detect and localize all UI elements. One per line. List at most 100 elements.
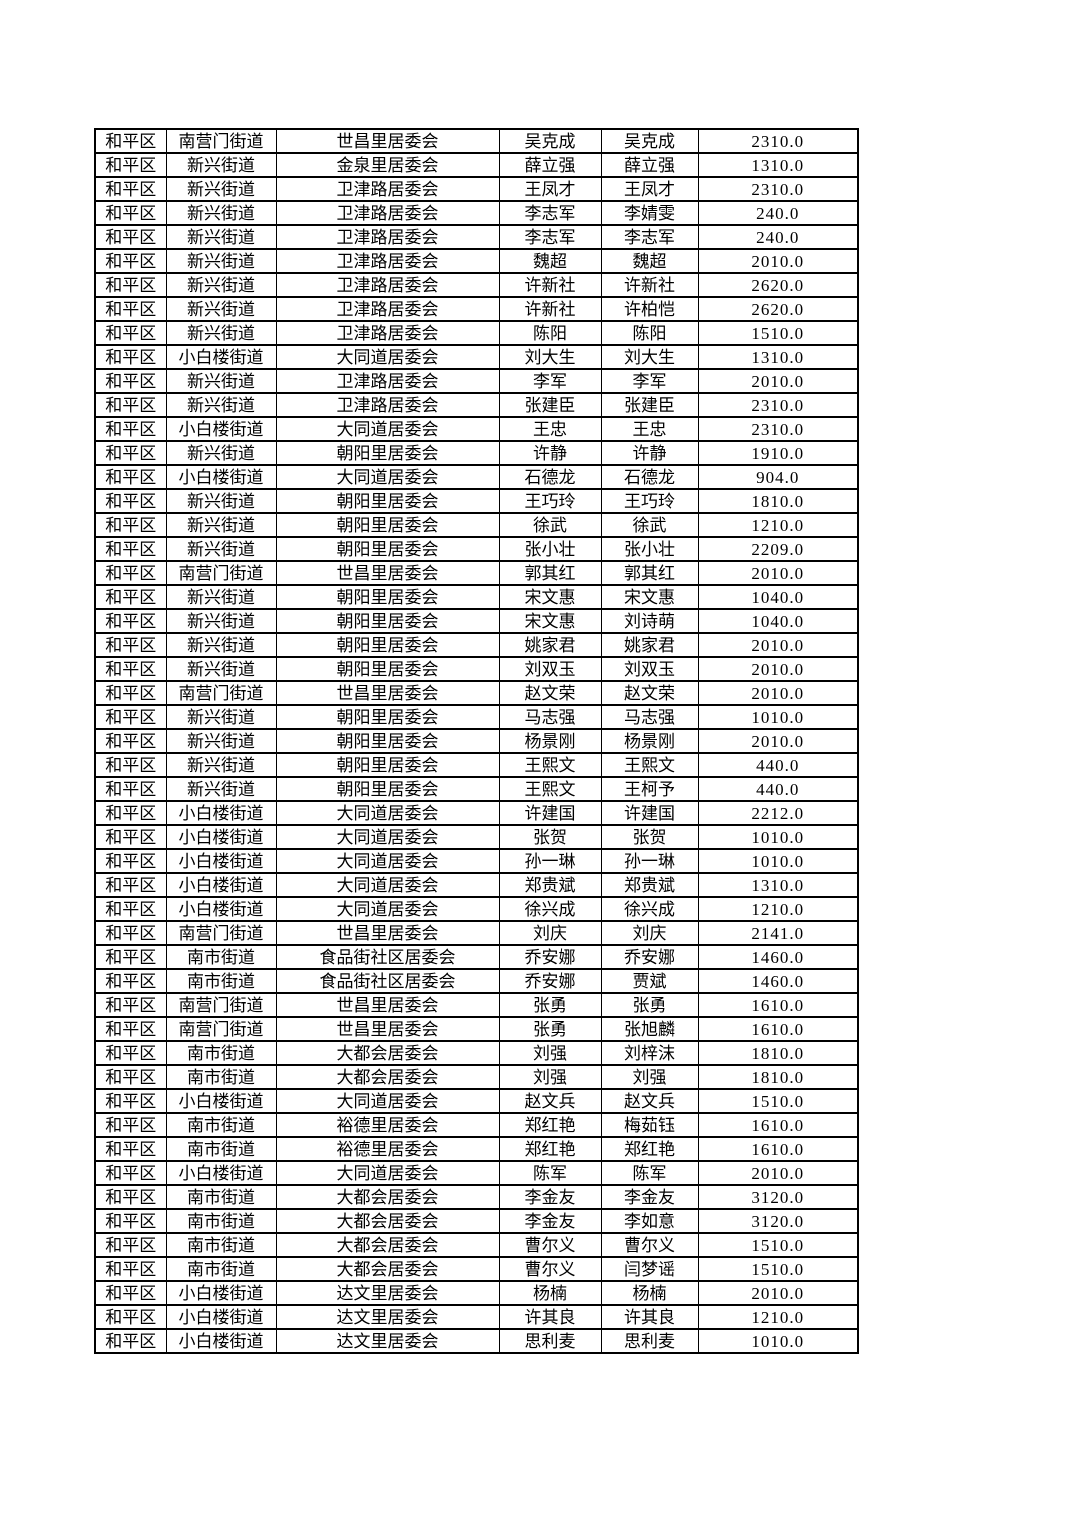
cell-amount: 1510.0	[697, 1088, 859, 1114]
cell-amount: 1910.0	[697, 440, 859, 466]
cell-name-1: 薛立强	[498, 152, 602, 178]
cell-name-1: 姚家君	[498, 632, 602, 658]
cell-amount: 2310.0	[697, 416, 859, 442]
table-row: 和平区 新兴街道 卫津路居委会 李志军 李婧雯 240.0	[94, 200, 859, 226]
table-row: 和平区 新兴街道 朝阳里居委会 宋文惠 宋文惠 1040.0	[94, 584, 859, 610]
cell-street: 新兴街道	[165, 176, 277, 202]
cell-committee: 达文里居委会	[275, 1304, 500, 1330]
table-row: 和平区 南营门街道 世昌里居委会 吴克成 吴克成 2310.0	[94, 128, 859, 154]
cell-district: 和平区	[94, 344, 167, 370]
table-row: 和平区 南市街道 食品街社区居委会 乔安娜 乔安娜 1460.0	[94, 944, 859, 970]
cell-name-2: 石德龙	[600, 464, 699, 490]
cell-committee: 大都会居委会	[275, 1064, 500, 1090]
table-row: 和平区 新兴街道 金泉里居委会 薛立强 薛立强 1310.0	[94, 152, 859, 178]
table-row: 和平区 新兴街道 卫津路居委会 魏超 魏超 2010.0	[94, 248, 859, 274]
cell-district: 和平区	[94, 1064, 167, 1090]
cell-name-1: 刘大生	[498, 344, 602, 370]
cell-district: 和平区	[94, 1232, 167, 1258]
cell-district: 和平区	[94, 152, 167, 178]
cell-name-2: 赵文荣	[600, 680, 699, 706]
cell-amount: 2310.0	[697, 392, 859, 418]
cell-name-1: 张建臣	[498, 392, 602, 418]
cell-amount: 240.0	[697, 200, 859, 226]
cell-name-1: 赵文荣	[498, 680, 602, 706]
cell-street: 新兴街道	[165, 752, 277, 778]
cell-street: 小白楼街道	[165, 848, 277, 874]
cell-amount: 2010.0	[697, 560, 859, 586]
table-row: 和平区 南营门街道 世昌里居委会 郭其红 郭其红 2010.0	[94, 560, 859, 586]
cell-amount: 1210.0	[697, 512, 859, 538]
cell-name-2: 许建国	[600, 800, 699, 826]
table-row: 和平区 小白楼街道 大同道居委会 张贺 张贺 1010.0	[94, 824, 859, 850]
table-row: 和平区 南市街道 裕德里居委会 郑红艳 郑红艳 1610.0	[94, 1136, 859, 1162]
cell-street: 南市街道	[165, 1040, 277, 1066]
table-row: 和平区 新兴街道 卫津路居委会 李军 李军 2010.0	[94, 368, 859, 394]
cell-committee: 朝阳里居委会	[275, 440, 500, 466]
table-row: 和平区 新兴街道 朝阳里居委会 许静 许静 1910.0	[94, 440, 859, 466]
cell-committee: 朝阳里居委会	[275, 704, 500, 730]
cell-committee: 食品街社区居委会	[275, 944, 500, 970]
cell-street: 新兴街道	[165, 440, 277, 466]
table-row: 和平区 小白楼街道 大同道居委会 赵文兵 赵文兵 1510.0	[94, 1088, 859, 1114]
cell-committee: 卫津路居委会	[275, 224, 500, 250]
cell-street: 小白楼街道	[165, 1328, 277, 1354]
cell-name-2: 许其良	[600, 1304, 699, 1330]
cell-name-1: 刘庆	[498, 920, 602, 946]
cell-district: 和平区	[94, 584, 167, 610]
cell-street: 南市街道	[165, 1232, 277, 1258]
cell-name-2: 杨楠	[600, 1280, 699, 1306]
cell-name-2: 王凤才	[600, 176, 699, 202]
cell-committee: 世昌里居委会	[275, 1016, 500, 1042]
cell-amount: 1010.0	[697, 1328, 859, 1354]
cell-name-1: 刘双玉	[498, 656, 602, 682]
table-row: 和平区 小白楼街道 大同道居委会 刘大生 刘大生 1310.0	[94, 344, 859, 370]
cell-street: 南市街道	[165, 1256, 277, 1282]
cell-street: 南市街道	[165, 1184, 277, 1210]
cell-amount: 1810.0	[697, 1064, 859, 1090]
cell-name-1: 赵文兵	[498, 1088, 602, 1114]
cell-amount: 1310.0	[697, 344, 859, 370]
cell-amount: 1010.0	[697, 704, 859, 730]
table-row: 和平区 新兴街道 朝阳里居委会 王熙文 王柯予 440.0	[94, 776, 859, 802]
cell-name-1: 曹尔义	[498, 1256, 602, 1282]
cell-committee: 朝阳里居委会	[275, 512, 500, 538]
table-row: 和平区 新兴街道 朝阳里居委会 马志强 马志强 1010.0	[94, 704, 859, 730]
cell-district: 和平区	[94, 944, 167, 970]
cell-name-1: 许静	[498, 440, 602, 466]
cell-street: 新兴街道	[165, 224, 277, 250]
cell-name-1: 魏超	[498, 248, 602, 274]
cell-amount: 2010.0	[697, 728, 859, 754]
table-row: 和平区 小白楼街道 大同道居委会 王忠 王忠 2310.0	[94, 416, 859, 442]
cell-amount: 2010.0	[697, 368, 859, 394]
cell-committee: 卫津路居委会	[275, 200, 500, 226]
cell-amount: 2212.0	[697, 800, 859, 826]
cell-committee: 大同道居委会	[275, 896, 500, 922]
cell-name-2: 陈阳	[600, 320, 699, 346]
cell-district: 和平区	[94, 320, 167, 346]
table-row: 和平区 南营门街道 世昌里居委会 张勇 张旭麟 1610.0	[94, 1016, 859, 1042]
cell-committee: 大同道居委会	[275, 800, 500, 826]
cell-amount: 2141.0	[697, 920, 859, 946]
cell-name-1: 孙一琳	[498, 848, 602, 874]
cell-committee: 裕德里居委会	[275, 1136, 500, 1162]
cell-name-1: 许新社	[498, 296, 602, 322]
cell-district: 和平区	[94, 560, 167, 586]
cell-street: 新兴街道	[165, 584, 277, 610]
cell-name-2: 王柯予	[600, 776, 699, 802]
cell-name-2: 陈军	[600, 1160, 699, 1186]
table-row: 和平区 小白楼街道 大同道居委会 许建国 许建国 2212.0	[94, 800, 859, 826]
cell-name-1: 石德龙	[498, 464, 602, 490]
cell-committee: 朝阳里居委会	[275, 632, 500, 658]
cell-district: 和平区	[94, 392, 167, 418]
cell-name-2: 刘大生	[600, 344, 699, 370]
cell-amount: 440.0	[697, 776, 859, 802]
cell-name-2: 徐兴成	[600, 896, 699, 922]
table-row: 和平区 南营门街道 世昌里居委会 张勇 张勇 1610.0	[94, 992, 859, 1018]
cell-district: 和平区	[94, 752, 167, 778]
cell-district: 和平区	[94, 632, 167, 658]
cell-committee: 朝阳里居委会	[275, 728, 500, 754]
cell-street: 新兴街道	[165, 656, 277, 682]
cell-amount: 2310.0	[697, 128, 859, 154]
cell-amount: 1610.0	[697, 1136, 859, 1162]
cell-district: 和平区	[94, 704, 167, 730]
